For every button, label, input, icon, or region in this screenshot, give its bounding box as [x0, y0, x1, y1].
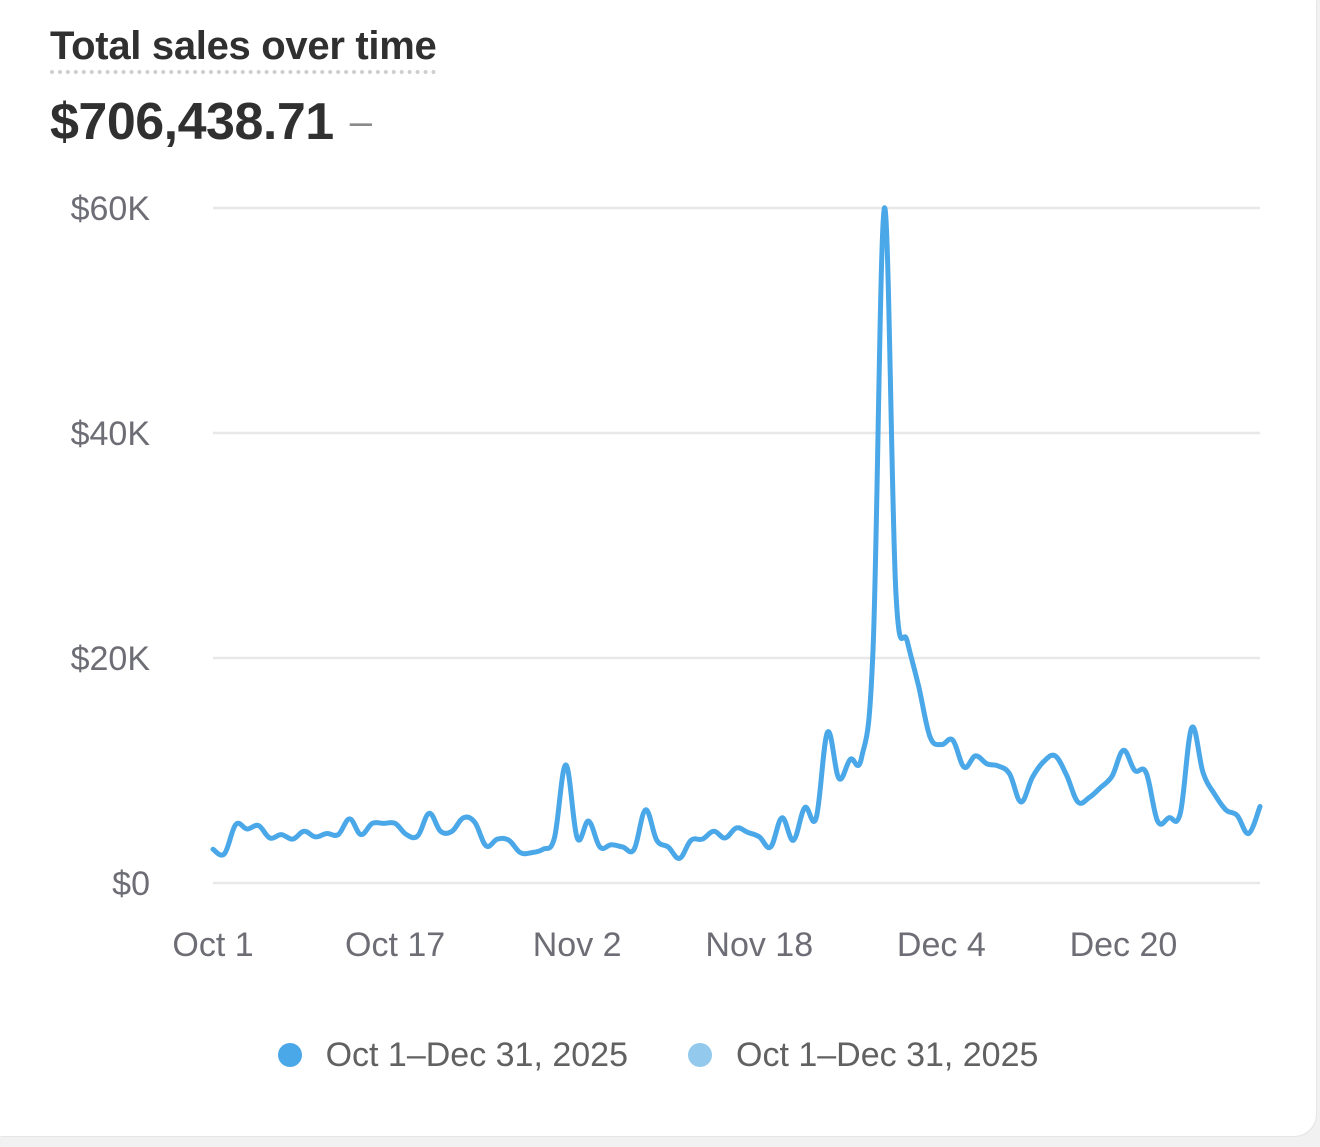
chart-title[interactable]: Total sales over time	[50, 22, 437, 74]
line-chart[interactable]: $0 $20K $40K $60K Oct 1 Oct 17 Nov 2 Nov 18 Dec…	[0, 0, 1316, 1000]
y-tick-label: $20K	[71, 640, 151, 678]
x-axis-ticks: Oct 1 Oct 17 Nov 2 Nov 18 Dec 4 Dec 20	[172, 926, 1177, 964]
x-tick-label: Oct 17	[345, 926, 445, 964]
series-line-current[interactable]	[210, 205, 1263, 861]
legend: Oct 1–Dec 31, 2025 Oct 1–Dec 31, 2025	[0, 1030, 1316, 1080]
y-tick-label: $40K	[71, 415, 151, 453]
gridlines	[213, 206, 1260, 885]
x-tick-label: Nov 2	[533, 926, 622, 964]
legend-label-current: Oct 1–Dec 31, 2025	[325, 1036, 628, 1074]
change-indicator: –	[349, 100, 372, 144]
x-tick-label: Oct 1	[172, 926, 253, 964]
x-tick-label: Dec 20	[1070, 926, 1178, 964]
legend-item-comparison[interactable]: Oct 1–Dec 31, 2025	[688, 1030, 1038, 1080]
x-tick-label: Nov 18	[705, 926, 813, 964]
legend-dot-current	[277, 1043, 302, 1067]
x-tick-label: Dec 4	[897, 926, 986, 964]
legend-label-comparison: Oct 1–Dec 31, 2025	[736, 1036, 1039, 1074]
y-tick-label: $0	[112, 865, 150, 903]
total-sales-value: $706,438.71	[50, 93, 334, 151]
total-row: $706,438.71 –	[50, 90, 372, 154]
legend-dot-comparison	[688, 1043, 712, 1067]
y-axis-ticks: $0 $20K $40K $60K	[71, 190, 151, 903]
y-tick-label: $60K	[71, 190, 151, 228]
legend-item-current[interactable]: Oct 1–Dec 31, 2025	[277, 1030, 628, 1080]
